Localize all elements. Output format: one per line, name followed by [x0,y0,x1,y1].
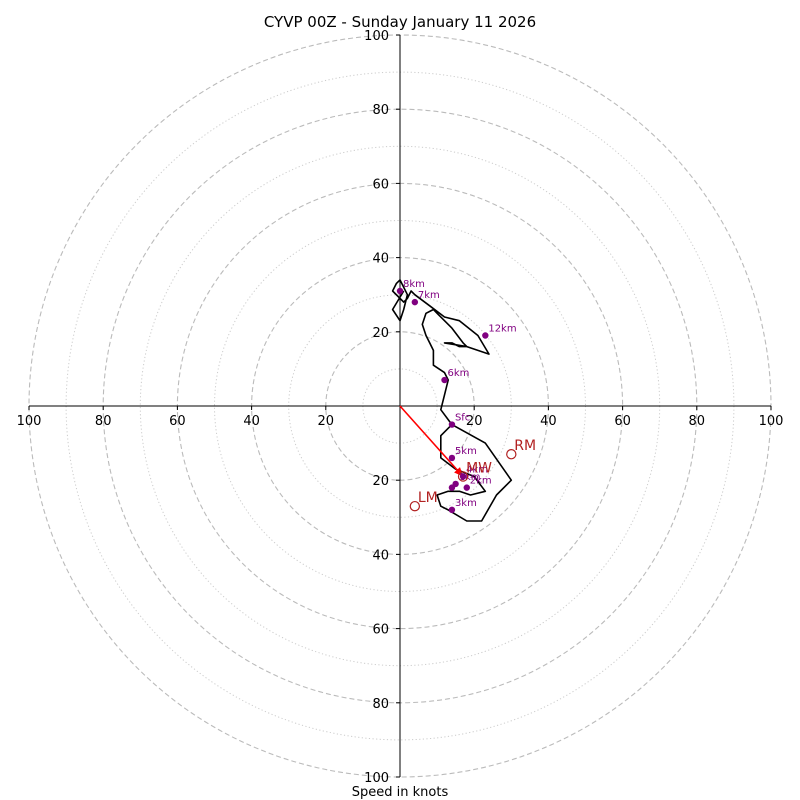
x-tick-label: 20 [318,414,335,429]
x-tick-label: 80 [689,414,706,429]
storm-motions: RM MW LM [409,438,536,512]
x-tick-label: 60 [169,414,186,429]
storm-motion-marker [506,449,517,460]
storm-motion-label: RM [514,438,536,454]
height-point-label: 4km [466,464,488,475]
height-point [482,332,489,339]
storm-motion-label: LM [418,490,438,506]
y-tick-label: 40 [372,252,389,267]
hodograph-trace [391,279,513,522]
mean-wind-arrow-shaft [399,405,464,478]
x-tick-label: 40 [540,414,557,429]
mean-wind-arrow-head [454,467,464,477]
height-point [463,484,470,491]
x-tick-label: 80 [95,414,112,429]
height-point-label: Sfc [455,413,470,424]
height-point-label: 8km [403,279,425,290]
height-point-label: 1km [459,472,481,483]
x-axis-label: Speed in knots [352,785,449,800]
height-point-label: 2km [470,476,492,487]
height-point [396,287,404,295]
x-tick-label: 40 [243,414,260,429]
height-point [411,298,419,306]
height-point-label: 5km [455,446,477,457]
height-point [448,454,456,462]
storm-motion-label: MW [466,460,492,476]
height-point [448,421,456,428]
height-point [448,506,456,514]
tick-labels: 100 80 60 40 20 20 40 60 80 100 100 80 60 40 20 20 40 60 8… [17,29,784,786]
y-tick-label: 80 [372,103,389,118]
x-tick-label: 100 [759,414,784,429]
height-point [441,376,448,384]
y-tick-label: 60 [372,177,389,192]
y-tick-label: 20 [372,474,389,489]
y-tick-label: 80 [372,697,389,712]
mean-wind-vector [399,405,464,478]
chart-title: CYVP 00Z - Sunday January 11 2026 [264,13,536,31]
storm-motion-marker [457,471,469,482]
y-tick-label: 100 [364,771,389,786]
height-point-label: 12km [488,324,516,335]
height-point [459,473,467,480]
height-point [452,480,459,488]
height-point-label: 6km [448,368,470,379]
height-point-label: 3km [455,498,477,509]
y-tick-label: 20 [372,326,389,341]
hodograph-line [391,279,513,522]
storm-motion-marker [409,500,421,512]
x-tick-label: 60 [614,414,631,429]
x-tick-label: 20 [466,414,483,429]
y-tick-label: 60 [372,623,389,638]
y-tick-label: 100 [364,29,389,44]
height-point-label: 7km [418,290,440,301]
x-tick-label: 100 [17,414,42,429]
y-tick-label: 40 [372,548,389,563]
